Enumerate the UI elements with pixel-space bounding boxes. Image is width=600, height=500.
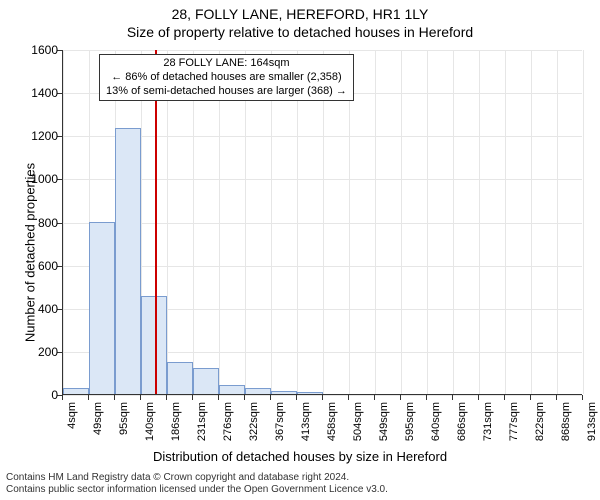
x-tick-label: 322sqm xyxy=(248,402,260,452)
x-tick-label: 458sqm xyxy=(326,402,338,452)
x-tick-label: 868sqm xyxy=(560,402,572,452)
y-tick-label: 0 xyxy=(18,388,58,402)
x-tick-label: 4sqm xyxy=(66,402,78,452)
x-tick xyxy=(530,395,531,400)
x-tick-label: 913sqm xyxy=(586,402,598,452)
x-tick xyxy=(62,395,63,400)
histogram-bar xyxy=(89,222,115,395)
x-tick xyxy=(296,395,297,400)
x-tick xyxy=(114,395,115,400)
histogram-bar xyxy=(245,388,271,394)
x-tick xyxy=(244,395,245,400)
x-tick xyxy=(348,395,349,400)
marker-line xyxy=(155,50,157,394)
hgrid-line xyxy=(63,50,582,51)
x-tick xyxy=(426,395,427,400)
chart-subtitle: Size of property relative to detached ho… xyxy=(0,24,600,40)
y-tick-label: 1400 xyxy=(18,86,58,100)
x-tick xyxy=(192,395,193,400)
x-tick xyxy=(478,395,479,400)
attribution-line1: Contains HM Land Registry data © Crown c… xyxy=(6,472,388,484)
x-tick-label: 231sqm xyxy=(196,402,208,452)
x-tick xyxy=(400,395,401,400)
x-tick xyxy=(140,395,141,400)
x-tick-label: 140sqm xyxy=(144,402,156,452)
attribution-line2: Contains public sector information licen… xyxy=(6,484,388,496)
x-tick xyxy=(556,395,557,400)
histogram-bar xyxy=(193,368,219,394)
x-tick-label: 367sqm xyxy=(274,402,286,452)
x-tick-label: 95sqm xyxy=(118,402,130,452)
x-tick-label: 595sqm xyxy=(404,402,416,452)
x-tick xyxy=(452,395,453,400)
chart-container: 28, FOLLY LANE, HEREFORD, HR1 1LY Size o… xyxy=(0,0,600,500)
x-tick xyxy=(374,395,375,400)
y-tick-label: 200 xyxy=(18,345,58,359)
x-tick xyxy=(504,395,505,400)
x-tick-label: 731sqm xyxy=(482,402,494,452)
x-tick-label: 186sqm xyxy=(170,402,182,452)
histogram-bar xyxy=(271,391,297,394)
y-tick-label: 800 xyxy=(18,216,58,230)
histogram-bar xyxy=(167,362,193,394)
chart-title: 28, FOLLY LANE, HEREFORD, HR1 1LY xyxy=(0,6,600,22)
y-tick-label: 1600 xyxy=(18,43,58,57)
y-tick-label: 1000 xyxy=(18,172,58,186)
x-tick-label: 413sqm xyxy=(300,402,312,452)
x-tick-label: 822sqm xyxy=(534,402,546,452)
vgrid-line xyxy=(583,50,584,394)
x-tick-label: 49sqm xyxy=(92,402,104,452)
x-tick-label: 549sqm xyxy=(378,402,390,452)
x-tick xyxy=(582,395,583,400)
callout-line2: ← 86% of detached houses are smaller (2,… xyxy=(106,71,347,85)
x-tick-label: 686sqm xyxy=(456,402,468,452)
plot-area xyxy=(62,50,582,395)
x-tick xyxy=(166,395,167,400)
histogram-bar xyxy=(115,128,141,394)
x-tick xyxy=(218,395,219,400)
callout-line3: 13% of semi-detached houses are larger (… xyxy=(106,85,347,99)
attribution: Contains HM Land Registry data © Crown c… xyxy=(6,472,388,496)
histogram-bar xyxy=(63,388,89,394)
x-tick xyxy=(88,395,89,400)
x-tick xyxy=(270,395,271,400)
y-tick-label: 1200 xyxy=(18,129,58,143)
y-tick-label: 600 xyxy=(18,259,58,273)
callout-box: 28 FOLLY LANE: 164sqm← 86% of detached h… xyxy=(99,54,354,101)
callout-line1: 28 FOLLY LANE: 164sqm xyxy=(106,57,347,71)
y-tick-label: 400 xyxy=(18,302,58,316)
histogram-bar xyxy=(219,385,245,394)
x-tick-label: 640sqm xyxy=(430,402,442,452)
x-tick-label: 276sqm xyxy=(222,402,234,452)
x-tick-label: 777sqm xyxy=(508,402,520,452)
histogram-bar xyxy=(297,392,323,394)
x-tick-label: 504sqm xyxy=(352,402,364,452)
x-tick xyxy=(322,395,323,400)
